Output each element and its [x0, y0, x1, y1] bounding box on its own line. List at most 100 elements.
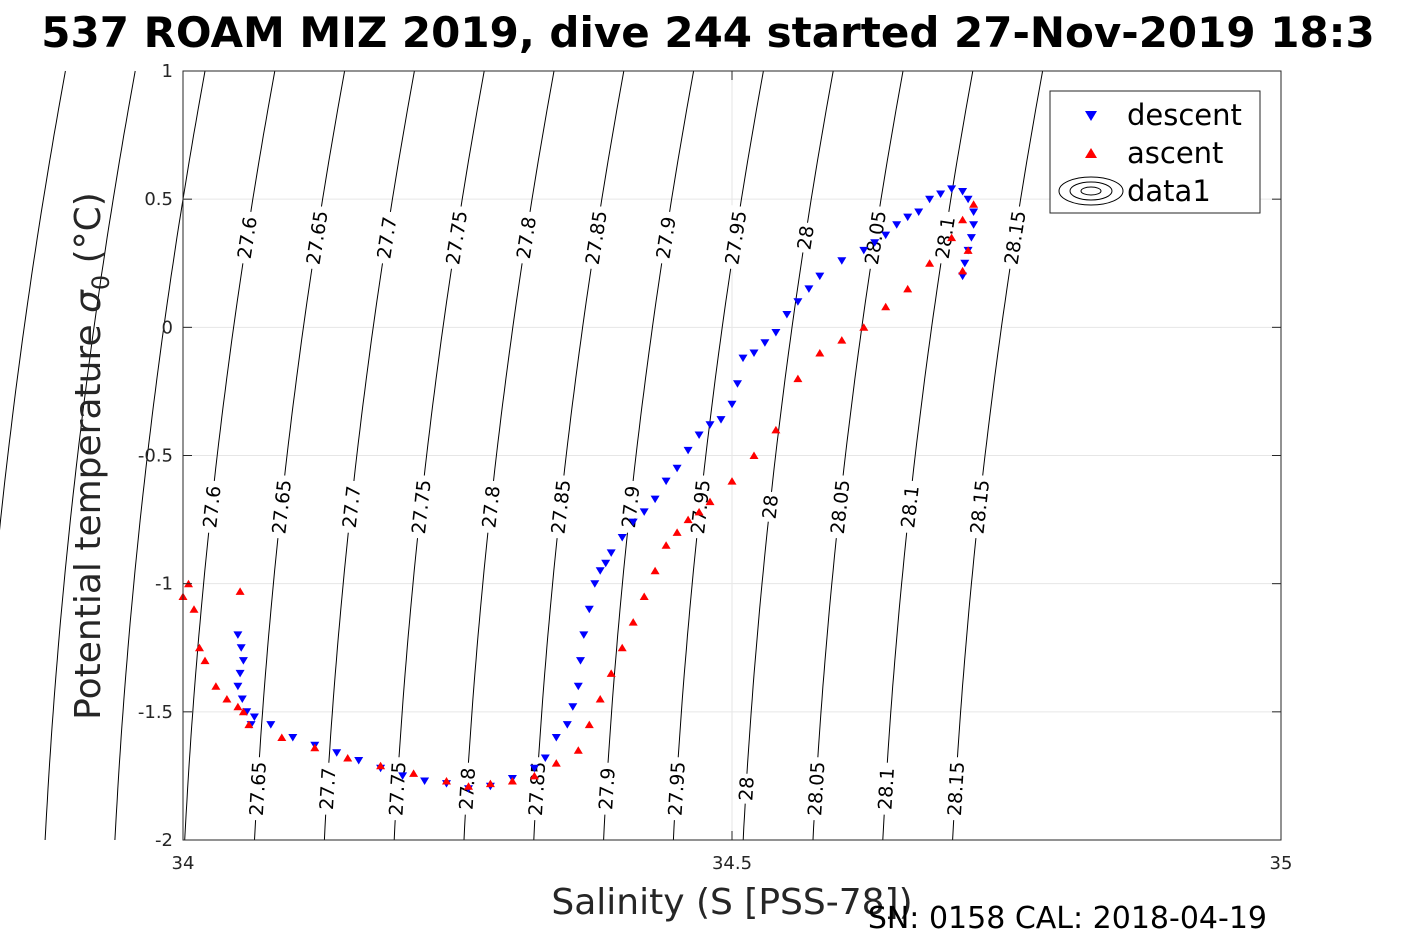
- descent-point: [606, 549, 616, 557]
- descent-point: [727, 400, 737, 409]
- contour-label-group: 27.75: [407, 474, 436, 540]
- y-tick-label: 0: [162, 317, 173, 338]
- chart-title: 537 ROAM MIZ 2019, dive 244 started 27-N…: [41, 8, 1374, 57]
- descent-point: [963, 195, 973, 204]
- descent-point: [233, 682, 243, 691]
- contour-label-bg: [547, 474, 574, 540]
- ascent-point: [963, 246, 973, 254]
- ascent-point: [189, 605, 199, 613]
- descent-point: [760, 339, 770, 347]
- legend-descent-marker: [1085, 111, 1097, 121]
- axis-ticks: 34 34.5 35 1 0.5 0 -0.5 -1 -1.5 -2: [138, 61, 1293, 874]
- ascent-point: [650, 566, 660, 575]
- ascent-point: [376, 761, 386, 770]
- descent-point: [595, 567, 605, 575]
- ascent-point: [485, 779, 495, 788]
- x-axis-label: Salinity (S [PSS-78]): [551, 882, 912, 923]
- legend-ascent-marker: [1085, 148, 1097, 158]
- ascent-point: [409, 769, 419, 777]
- descent-point: [733, 380, 742, 388]
- descent-point: [398, 772, 408, 780]
- descent-point: [771, 329, 781, 337]
- contour-label-bg: [232, 210, 261, 265]
- descent-point: [947, 185, 957, 193]
- descent-point: [958, 272, 968, 281]
- contour-label-bg: [965, 474, 993, 540]
- ascent-point: [705, 497, 715, 506]
- contour-label-bg: [581, 204, 611, 271]
- descent-point: [628, 518, 638, 527]
- descent-point: [266, 721, 276, 729]
- descent-point: [568, 703, 578, 711]
- isopycnal-line: [463, 70, 555, 841]
- contour-label: 27.7: [316, 767, 341, 811]
- contour-labels: 27.627.627.6527.6527.6527.727.727.727.75…: [198, 204, 1031, 821]
- ascent-point: [195, 643, 204, 652]
- ascent-point: [277, 733, 287, 741]
- y-tick-label: 0.5: [144, 189, 173, 210]
- contour-label-group: 27.65: [267, 474, 296, 540]
- ascent-point: [969, 200, 979, 208]
- descent-point: [960, 259, 970, 268]
- ascent-point: [238, 707, 248, 716]
- ascent-point: [464, 782, 473, 790]
- contour-label-group: 27.9: [594, 762, 620, 816]
- contour-label-group: 27.65: [245, 756, 271, 821]
- descent-point: [249, 713, 259, 721]
- isopycnal-line: [254, 70, 346, 841]
- x-tick-label: 35: [1270, 853, 1293, 874]
- ascent-point: [727, 477, 737, 485]
- ascent-point: [606, 669, 616, 677]
- ascent-point: [529, 771, 539, 780]
- descent-point: [793, 298, 803, 306]
- contour-label-group: 28.1: [930, 210, 960, 265]
- descent-point: [354, 757, 364, 765]
- isopycnal-line: [672, 70, 764, 841]
- descent-point: [238, 657, 248, 665]
- legend: descent ascent data1: [1049, 90, 1261, 214]
- descent-point: [584, 605, 594, 614]
- y-axis-label-subscript: 0: [87, 275, 115, 290]
- ascent-point: [584, 720, 594, 729]
- contour-label-bg: [720, 204, 751, 271]
- descent-point: [815, 272, 825, 281]
- ascent-point: [815, 349, 825, 357]
- contour-label-bg: [338, 479, 364, 534]
- contour-label: 28.1: [897, 485, 923, 529]
- contour-label-bg: [999, 204, 1030, 271]
- contour-label-bg: [372, 210, 401, 265]
- contour-label-group: 27.85: [524, 756, 550, 821]
- ascent-point: [639, 592, 649, 600]
- isopycnal-line: [812, 70, 904, 841]
- contour-label-bg: [301, 204, 332, 271]
- descent-point: [650, 495, 660, 504]
- ascent-point: [628, 618, 638, 626]
- contour-label: 27.95: [665, 761, 690, 817]
- descent-point: [782, 311, 792, 319]
- descent-point: [288, 734, 298, 742]
- contour-label-bg: [664, 756, 689, 821]
- descent-point: [914, 208, 924, 216]
- contour-label: 28.05: [804, 761, 829, 817]
- contour-label-bg: [407, 474, 435, 540]
- ascent-point: [200, 656, 210, 665]
- descent-point: [683, 446, 693, 455]
- descent-point: [529, 764, 539, 773]
- descent-point: [420, 777, 430, 785]
- isopycnal-line: [393, 70, 485, 841]
- descent-point: [551, 734, 561, 742]
- legend-descent-label: descent: [1127, 98, 1242, 132]
- contour-label-bg: [651, 210, 680, 265]
- contour-label-bg: [686, 474, 714, 540]
- contour-label: 27.8: [478, 485, 504, 529]
- contour-label-group: 28.05: [826, 474, 855, 540]
- descent-point: [837, 257, 847, 265]
- descent-point: [716, 416, 726, 424]
- y-axis-label-sigma: σ: [68, 289, 109, 313]
- descent-point: [617, 534, 627, 542]
- contour-label: 28: [759, 494, 783, 520]
- y-tick-label: -1: [155, 574, 173, 595]
- descent-point: [562, 721, 572, 729]
- contour-label-bg: [874, 762, 898, 816]
- isopycnal-line: [323, 70, 415, 841]
